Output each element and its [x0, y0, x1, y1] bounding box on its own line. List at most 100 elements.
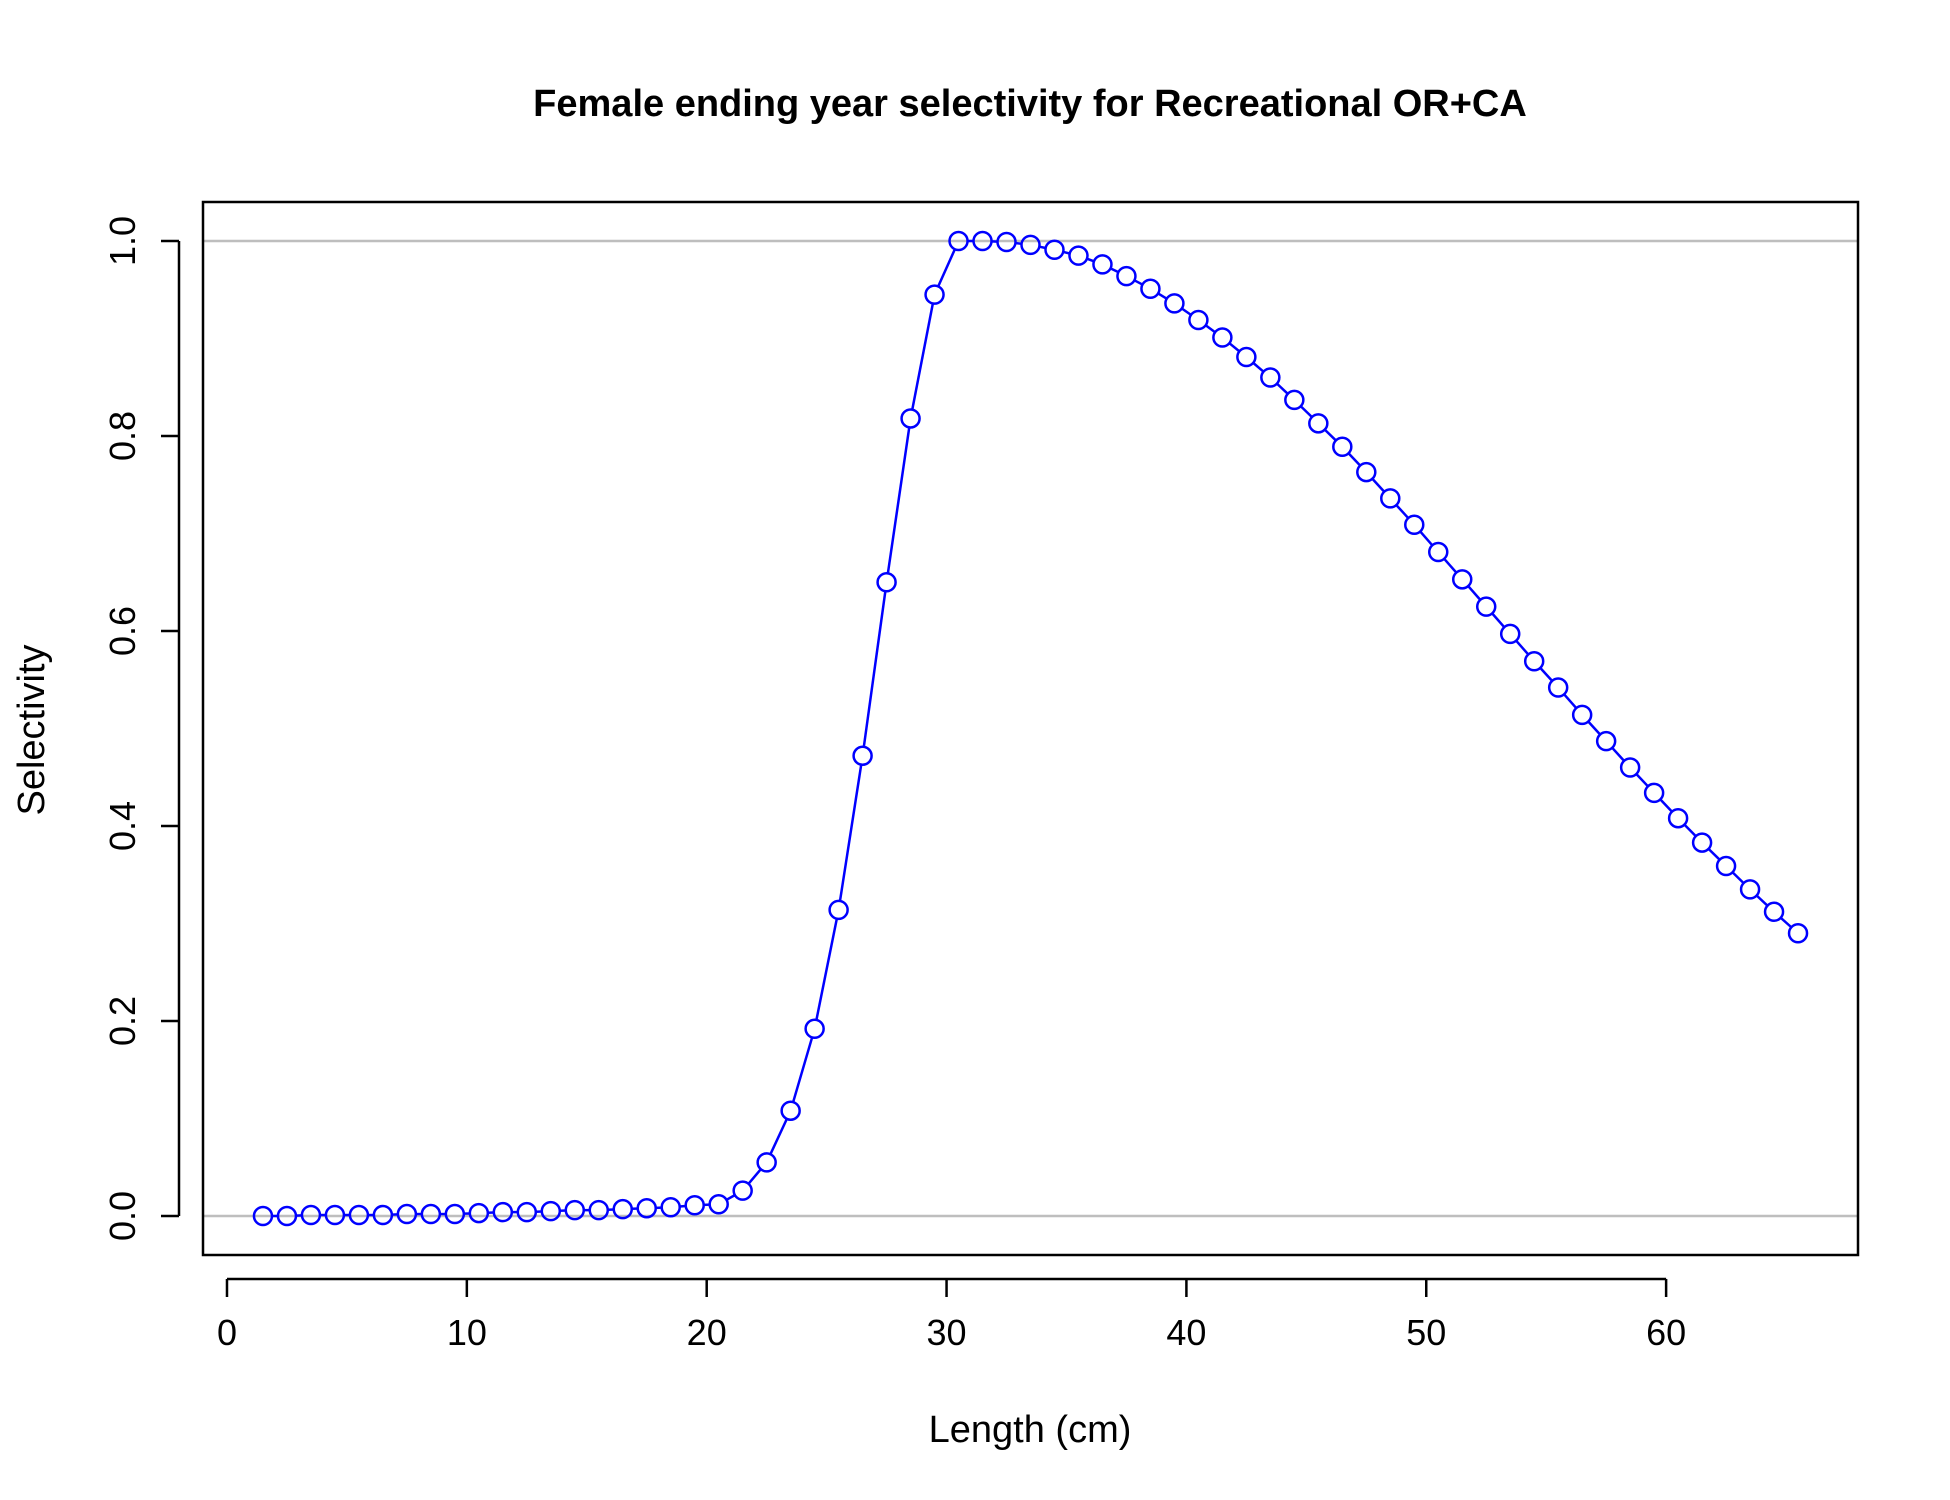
series-line-segment [1755, 894, 1769, 907]
data-point [516, 1201, 538, 1223]
y-axis-label: Selectivity [11, 644, 53, 815]
series-line-segment [769, 1118, 788, 1155]
series-line-segment [1659, 798, 1673, 813]
x-tick-label: 40 [1166, 1312, 1206, 1353]
data-point [1332, 436, 1353, 457]
data-point [492, 1201, 514, 1223]
series-line-segment [1539, 667, 1554, 682]
data-point [636, 1197, 657, 1219]
series-line-segment [1133, 279, 1144, 286]
data-point [300, 1204, 322, 1226]
y-tick-label: 0.0 [102, 1191, 143, 1241]
y-tick-label: 0.4 [102, 801, 143, 851]
series-line-segment [1157, 292, 1168, 300]
series-line-segment [886, 427, 911, 574]
data-point [1475, 596, 1497, 617]
data-point [1260, 367, 1281, 388]
series-line-segment [1563, 693, 1578, 709]
series-line-segment [1443, 557, 1458, 574]
series-line-segment [1347, 452, 1362, 467]
series-line-segment [1491, 612, 1506, 628]
series-line-segment [1276, 382, 1289, 395]
data-point [852, 745, 873, 767]
series-line-segment [862, 590, 887, 748]
data-point [324, 1204, 346, 1226]
series-line-segment [1371, 477, 1386, 493]
data-point [564, 1199, 586, 1221]
data-point [1763, 901, 1785, 923]
series-line-segment [1109, 267, 1119, 274]
x-tick-label: 10 [447, 1312, 487, 1353]
data-point [924, 284, 945, 305]
series-line-segment [1587, 720, 1602, 736]
x-tick-label: 50 [1406, 1312, 1446, 1353]
data-point [1595, 730, 1617, 752]
series-line-segment [1181, 307, 1192, 316]
x-tick-label: 30 [927, 1312, 967, 1353]
data-point [1643, 782, 1665, 804]
series-line-segment [911, 303, 935, 410]
data-point [1619, 757, 1641, 778]
series-line-segment [838, 764, 863, 902]
series-line-segment [937, 248, 957, 287]
data-point [1547, 677, 1569, 698]
data-point [420, 1203, 442, 1225]
data-point [1284, 389, 1305, 411]
series-line-segment [1779, 916, 1793, 929]
data-point [1044, 239, 1065, 261]
data-point [1667, 807, 1689, 829]
data-point [1236, 346, 1257, 368]
data-point [1404, 514, 1425, 535]
data-point [1380, 488, 1401, 509]
data-point [1140, 278, 1161, 300]
data-point [1499, 623, 1521, 645]
data-point [876, 572, 897, 593]
series-line-segment [1299, 405, 1313, 418]
data-point [708, 1194, 729, 1215]
y-tick-label: 0.2 [102, 996, 143, 1046]
series-line-segment [1323, 428, 1337, 442]
data-point [660, 1196, 681, 1218]
data-point [588, 1199, 610, 1221]
series-line-segment [1204, 324, 1216, 334]
data-point [1188, 309, 1209, 331]
data-point [348, 1204, 370, 1226]
data-point [1451, 569, 1473, 590]
data-point [1020, 234, 1041, 256]
data-point [1787, 923, 1809, 944]
data-point [828, 899, 849, 921]
series-0 [252, 230, 1809, 1227]
data-point [1092, 254, 1113, 275]
series-line-segment [1395, 504, 1410, 519]
data-point [948, 230, 969, 252]
x-tick-label: 60 [1646, 1312, 1686, 1353]
series-line-segment [1707, 847, 1721, 861]
data-point [1212, 327, 1233, 348]
series-line-segment [1252, 361, 1265, 373]
data-point [1523, 650, 1545, 672]
series-layer [252, 230, 1809, 1227]
series-line-segment [1228, 342, 1241, 353]
data-point [1691, 832, 1713, 853]
y-tick-label: 0.6 [102, 606, 143, 656]
series-line-segment [791, 1037, 814, 1103]
data-point [900, 408, 921, 429]
series-line-segment [1086, 257, 1095, 263]
data-point [1116, 265, 1137, 287]
series-line-segment [1635, 773, 1649, 788]
data-point [468, 1202, 490, 1224]
data-point [396, 1203, 418, 1225]
x-tick-label: 0 [217, 1312, 237, 1353]
series-line-segment [1731, 871, 1745, 884]
reference-lines [203, 239, 1858, 1218]
y-axis: 0.0 0.2 0.4 0.6 0.8 1.0 [102, 216, 181, 1241]
series-line-segment [1611, 746, 1626, 762]
data-point [1068, 245, 1089, 266]
data-point [996, 231, 1017, 253]
data-point [372, 1204, 394, 1226]
data-point [1164, 293, 1185, 314]
data-point [540, 1200, 562, 1222]
data-point [252, 1205, 274, 1227]
series-line-segment [725, 1194, 736, 1201]
